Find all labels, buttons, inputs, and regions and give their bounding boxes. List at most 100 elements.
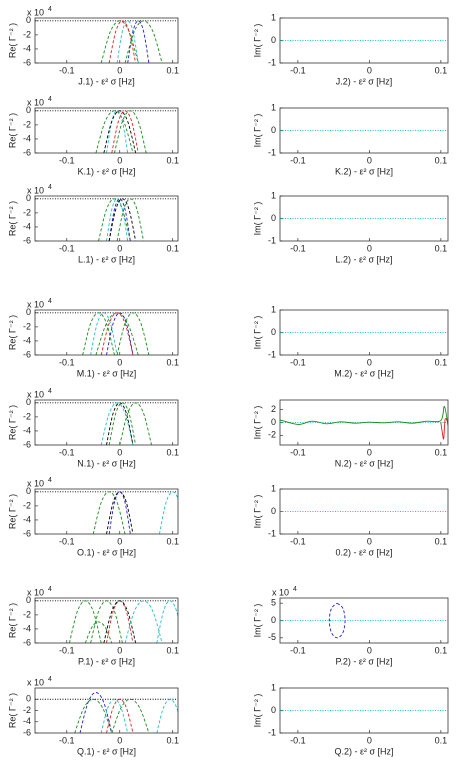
plot-area bbox=[35, 400, 178, 445]
y-tick-label: 0 bbox=[26, 105, 31, 115]
y-tick-label: -1 bbox=[268, 528, 276, 538]
y-axis-label: Im( Γ⁻² ) bbox=[252, 316, 262, 350]
data-line bbox=[124, 600, 163, 643]
data-line bbox=[100, 698, 129, 733]
y-axis-label: Im( Γ⁻² ) bbox=[252, 604, 262, 638]
x-axis-label: J.2) - ε² σ [Hz] bbox=[336, 76, 393, 86]
y-tick-label: 0 bbox=[271, 327, 276, 337]
y-tick-label: -2 bbox=[23, 321, 31, 331]
x-axis-label: Q.2) - ε² σ [Hz] bbox=[334, 746, 393, 756]
data-line bbox=[108, 491, 131, 534]
plot-area bbox=[35, 598, 178, 643]
x-tick-label: 0 bbox=[117, 243, 122, 253]
data-line bbox=[114, 110, 147, 153]
y-tick-label: -4 bbox=[23, 514, 31, 524]
y-tick-label: -1 bbox=[268, 147, 276, 157]
plot-area bbox=[35, 196, 178, 241]
y-tick-label: -6 bbox=[23, 147, 31, 157]
data-line bbox=[156, 698, 178, 733]
y-axis-label: Im( Γ⁻² ) bbox=[252, 495, 262, 529]
x-tick-label: -0.1 bbox=[59, 447, 75, 457]
x-axis-label: O.1) - ε² σ [Hz] bbox=[77, 547, 136, 557]
x-tick-label: -0.1 bbox=[59, 155, 75, 165]
y-tick-label: -2 bbox=[23, 705, 31, 715]
y-tick-label: -2 bbox=[23, 411, 31, 421]
x-tick-label: 0.1 bbox=[166, 735, 179, 745]
x-axis-label: L.1) - ε² σ [Hz] bbox=[78, 254, 135, 264]
x-tick-label: -0.1 bbox=[290, 536, 306, 546]
data-line bbox=[82, 312, 115, 355]
x-axis-label: M.2) - ε² σ [Hz] bbox=[334, 368, 394, 378]
panel: -0.1 0 0.1 -1 0 1 M.2) - ε² σ [Hz] Im( Γ⁻² ) bbox=[252, 304, 449, 378]
x-tick-label: 0.1 bbox=[435, 735, 448, 745]
x-axis-label: N.1) - ε² σ [Hz] bbox=[77, 458, 136, 468]
y-axis-label: Re( Γ⁻² ) bbox=[7, 23, 17, 58]
data-line bbox=[159, 491, 178, 534]
y-axis-label: Im( Γ⁻² ) bbox=[252, 406, 262, 440]
axes-box bbox=[34, 195, 179, 242]
y-tick-label: -1 bbox=[268, 57, 276, 67]
panel: -0.1 0 0.10-2-4-6Q.1) - ε² σ [Hz]Re( Γ⁻² )… bbox=[7, 676, 179, 757]
exponent-power: 4 bbox=[48, 388, 52, 395]
x-tick-label: -0.1 bbox=[59, 65, 75, 75]
data-line bbox=[68, 600, 102, 643]
series-group bbox=[35, 198, 178, 241]
y-tick-label: -2 bbox=[268, 430, 276, 440]
x-tick-label: 0 bbox=[367, 65, 372, 75]
x-tick-label: 0.1 bbox=[435, 357, 448, 367]
exponent-base: x 10 bbox=[27, 185, 44, 195]
x-tick-label: -0.1 bbox=[59, 243, 75, 253]
y-tick-label: -4 bbox=[23, 425, 31, 435]
x-tick-label: -0.1 bbox=[290, 447, 306, 457]
panel: -0.1 0 0.1 0 -2 -4 -6 N.1) - ε² σ [Hz] Re( Γ⁻² )… bbox=[7, 388, 179, 469]
y-axis-label: Re( Γ⁻² ) bbox=[7, 603, 17, 638]
x-axis-label: M.1) - ε² σ [Hz] bbox=[77, 368, 137, 378]
y-axis-label: Re( Γ⁻² ) bbox=[7, 405, 17, 440]
plot-area bbox=[35, 489, 178, 534]
data-line bbox=[98, 198, 131, 241]
exponent-power: 4 bbox=[48, 184, 52, 191]
series-group bbox=[280, 405, 448, 440]
x-tick-label: -0.1 bbox=[59, 357, 75, 367]
x-tick-label: -0.1 bbox=[290, 65, 306, 75]
x-tick-label: 0 bbox=[117, 155, 122, 165]
axes-box bbox=[279, 687, 449, 734]
y-tick-label: 5 bbox=[271, 598, 276, 608]
exponent-base: x 10 bbox=[27, 478, 44, 488]
y-tick-label: 0 bbox=[26, 397, 31, 407]
x-tick-label: 0 bbox=[367, 357, 372, 367]
axes-box bbox=[34, 309, 179, 356]
series-group bbox=[35, 491, 178, 534]
y-tick-label: 1 bbox=[271, 483, 276, 493]
data-line bbox=[119, 402, 152, 445]
x-tick-label: 0.1 bbox=[166, 357, 179, 367]
x-axis-label: P.2) - ε² σ [Hz] bbox=[336, 656, 393, 666]
series-group bbox=[35, 692, 178, 733]
x-tick-label: -0.1 bbox=[59, 645, 75, 655]
axes-box bbox=[279, 309, 449, 356]
axes-box bbox=[34, 399, 179, 446]
series-group bbox=[35, 110, 178, 153]
exponent-power: 4 bbox=[48, 477, 52, 484]
data-line bbox=[127, 20, 150, 63]
x-tick-label: 0.1 bbox=[166, 447, 179, 457]
data-line bbox=[84, 621, 113, 643]
data-line bbox=[440, 418, 448, 440]
y-axis-label: Re( Γ⁻² ) bbox=[7, 113, 17, 148]
exponent-power: 4 bbox=[48, 676, 52, 683]
y-tick-label: -4 bbox=[23, 43, 31, 53]
exponent-base: x 10 bbox=[27, 299, 44, 309]
x-tick-label: 0 bbox=[117, 65, 122, 75]
y-tick-label: -2 bbox=[23, 500, 31, 510]
data-line bbox=[328, 602, 346, 639]
data-line bbox=[116, 312, 150, 355]
y-axis-label: Re( Γ⁻² ) bbox=[7, 315, 17, 350]
x-tick-label: 0.1 bbox=[166, 65, 179, 75]
axes-box bbox=[34, 597, 179, 644]
panel: -0.1 0 0.1 -1 0 1 Q.2) - ε² σ [Hz] Im( Γ⁻² ) bbox=[252, 682, 449, 756]
data-line bbox=[106, 312, 134, 355]
data-line bbox=[106, 110, 129, 153]
data-line bbox=[116, 198, 145, 241]
y-tick-label: 1 bbox=[271, 102, 276, 112]
plot-area bbox=[35, 108, 178, 153]
